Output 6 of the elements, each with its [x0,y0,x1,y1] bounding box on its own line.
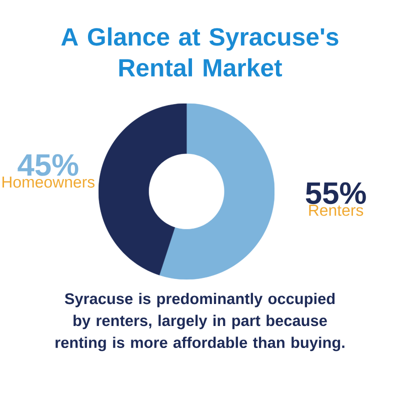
chart-title: A Glance at Syracuse's Rental Market [61,27,338,77]
slice-label: Renters [309,204,364,216]
data-label: 55% [306,182,366,204]
data-label: 45% [18,154,78,176]
text: Syracuse is predominantly occupied by renters, largely in part because renting is more affordable than buying. [56,292,344,352]
slice-label: Homeowners [2,176,95,188]
